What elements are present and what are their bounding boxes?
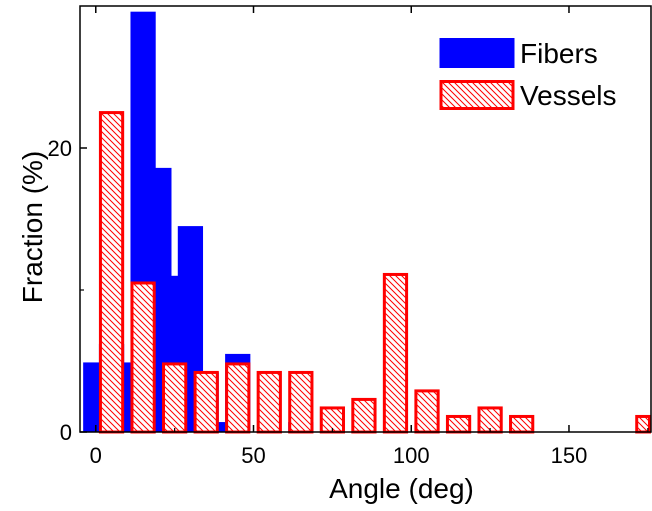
y-tick-label-20: 20 [48, 136, 72, 161]
bar-vessels-65 [288, 370, 314, 434]
bar-vessels-95 [382, 272, 409, 434]
x-tick-label-150: 150 [551, 443, 588, 468]
bar-vessels-45 [225, 362, 251, 434]
plot-frame [79, 5, 652, 433]
axis-ticks: 0 50 100 150 0 20 [48, 6, 649, 468]
legend-label-1: Vessels [520, 80, 617, 111]
bar-vessels-115 [445, 414, 472, 434]
y-tick-label-0: 0 [60, 420, 72, 445]
x-tick-label-100: 100 [393, 443, 430, 468]
bars-layer [83, 11, 651, 434]
bar-vessels-135 [509, 414, 535, 434]
y-axis-label: Fraction (%) [17, 151, 48, 303]
legend-swatch-fibers [439, 38, 515, 68]
bar-vessels-85 [351, 397, 377, 434]
bar-fibers-40 [209, 422, 235, 432]
bar-vessels-25 [162, 362, 188, 434]
bar-vessels-5 [98, 111, 125, 434]
bar-vessels-35 [193, 370, 219, 434]
x-axis-label: Angle (deg) [329, 473, 474, 504]
legend-label-0: Fibers [520, 38, 598, 69]
legend: Fibers Vessels [439, 38, 617, 111]
x-tick-label-0: 0 [90, 443, 102, 468]
x-tick-label-50: 50 [241, 443, 265, 468]
legend-swatch-vessels [439, 80, 515, 110]
bar-vessels-105 [414, 389, 440, 434]
bar-vessels-55 [256, 370, 282, 434]
bar-vessels-15 [130, 281, 156, 434]
